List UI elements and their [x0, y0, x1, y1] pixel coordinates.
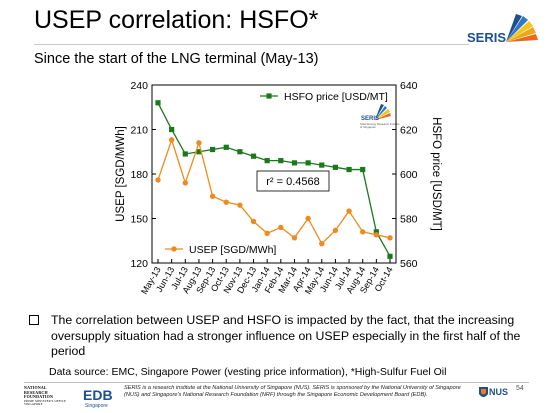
- data-point: [237, 202, 243, 208]
- seris-logo-text: SERIS: [467, 30, 506, 45]
- y-right-tick-label: 620: [400, 125, 418, 137]
- data-point: [278, 224, 284, 231]
- y-left-tick-label: 120: [130, 258, 148, 270]
- data-point: [387, 235, 393, 241]
- data-point: [373, 232, 380, 238]
- legend-label: USEP [SGD/MWh]: [189, 244, 276, 256]
- y-right-tick-label: 640: [400, 80, 418, 92]
- data-point: [209, 146, 216, 153]
- legend-marker: [171, 246, 177, 252]
- y-axis-left-title: USEP [SGD/MWh]: [115, 126, 127, 222]
- series-line: [157, 137, 391, 245]
- title-divider: [34, 44, 469, 45]
- y-left-tick-label: 180: [130, 169, 148, 181]
- inset-logo: SERIS: [361, 104, 391, 122]
- y-axis-left: 120 150 180 210 240: [130, 80, 156, 270]
- data-point: [223, 144, 229, 150]
- correlation-label: r² = 0.4568: [266, 176, 320, 188]
- data-point: [209, 193, 216, 199]
- data-point: [387, 253, 393, 259]
- y-right-tick-label: 600: [400, 169, 418, 181]
- seris-logo-sunburst-icon: [506, 14, 538, 42]
- data-point: [319, 241, 325, 247]
- edb-logo-subtext: Singapore: [85, 403, 108, 409]
- correlation-box: [256, 170, 330, 192]
- nus-crest-icon: [479, 387, 488, 397]
- data-point: [237, 149, 243, 155]
- data-point: [346, 208, 352, 214]
- inset-logo-sunburst-icon: [375, 104, 391, 120]
- legend-label: HSFO price [USD/MT]: [284, 91, 388, 103]
- edb-logo-text: EDB: [83, 387, 113, 403]
- data-point: [305, 160, 311, 166]
- inset-logo-caption: Solar Energy Research Institute of Singa…: [360, 123, 400, 130]
- y-right-tick-label: 560: [400, 258, 418, 270]
- bullet-box-icon: [29, 315, 39, 325]
- nrf-logo-line: FOUNDATION: [24, 394, 54, 400]
- chart: 120 150 180 210 240 560 580 600 620 640 May-13Ju…: [115, 80, 442, 296]
- legend-marker: [266, 93, 272, 99]
- data-point: [360, 229, 366, 235]
- nrf-logo-subtext: PRIME MINISTER'S OFFICE SINGAPORE: [24, 398, 66, 407]
- footer-disclaimer: SERIS is a research institute at the Nat…: [124, 385, 461, 399]
- data-point: [223, 199, 229, 205]
- nrf-logo: NATIONAL RESEARCH FOUNDATION PRIME MINIS…: [24, 385, 72, 407]
- series-1: [155, 100, 393, 259]
- data-point: [291, 160, 298, 166]
- y-right-tick-label: 580: [400, 214, 418, 226]
- data-point: [291, 235, 298, 241]
- y-left-tick-label: 240: [130, 80, 148, 92]
- data-point: [264, 230, 270, 237]
- legend-entry: USEP [SGD/MWh]: [165, 244, 276, 256]
- page-number: 54: [516, 385, 524, 392]
- series-2: [155, 137, 393, 247]
- data-point: [346, 166, 352, 173]
- legend-entry: HSFO price [USD/MT]: [260, 91, 388, 103]
- data-source: Data source: EMC, Singapore Power (vesti…: [49, 366, 447, 378]
- slide-title: USEP correlation: HSFO*: [34, 6, 319, 34]
- data-point: [264, 158, 270, 164]
- y-left-tick-label: 150: [130, 214, 148, 226]
- data-point: [196, 140, 202, 146]
- x-axis: May-13Jun-13Jul-13Aug-13Sep-13Oct-13Nov-…: [139, 259, 395, 296]
- nus-logo: NUS: [479, 387, 508, 397]
- bullet-text: The correlation between USEP and HSFO is…: [51, 313, 521, 358]
- footer-divider: [24, 382, 529, 383]
- nus-logo-text: NUS: [489, 387, 508, 397]
- data-point: [182, 180, 188, 186]
- data-point: [373, 229, 379, 235]
- data-point: [319, 162, 325, 168]
- data-point: [332, 164, 339, 170]
- data-point: [332, 227, 339, 234]
- data-point: [155, 100, 161, 106]
- data-point: [168, 137, 175, 143]
- edb-logo: EDB Singapore: [83, 387, 113, 409]
- data-point: [305, 215, 311, 222]
- slide-subtitle: Since the start of the LNG terminal (May…: [34, 51, 319, 67]
- bullet-point: The correlation between USEP and HSFO is…: [29, 313, 529, 360]
- nrf-logo-line: RESEARCH: [24, 389, 48, 395]
- y-left-tick-label: 210: [130, 125, 148, 137]
- data-point: [169, 126, 175, 133]
- data-point: [278, 158, 284, 164]
- nrf-logo-line: NATIONAL: [24, 385, 47, 390]
- seris-logo: SERIS: [467, 14, 538, 45]
- data-point: [155, 177, 161, 183]
- y-axis-right-title: HSFO price [USD/MT]: [430, 117, 442, 231]
- data-point: [196, 149, 202, 155]
- data-point: [250, 153, 257, 159]
- y-axis-right: 560 580 600 620 640: [392, 80, 418, 270]
- data-point: [360, 166, 366, 173]
- inset-logo-text: SERIS: [361, 116, 379, 122]
- data-point: [250, 218, 257, 225]
- data-point: [182, 151, 188, 157]
